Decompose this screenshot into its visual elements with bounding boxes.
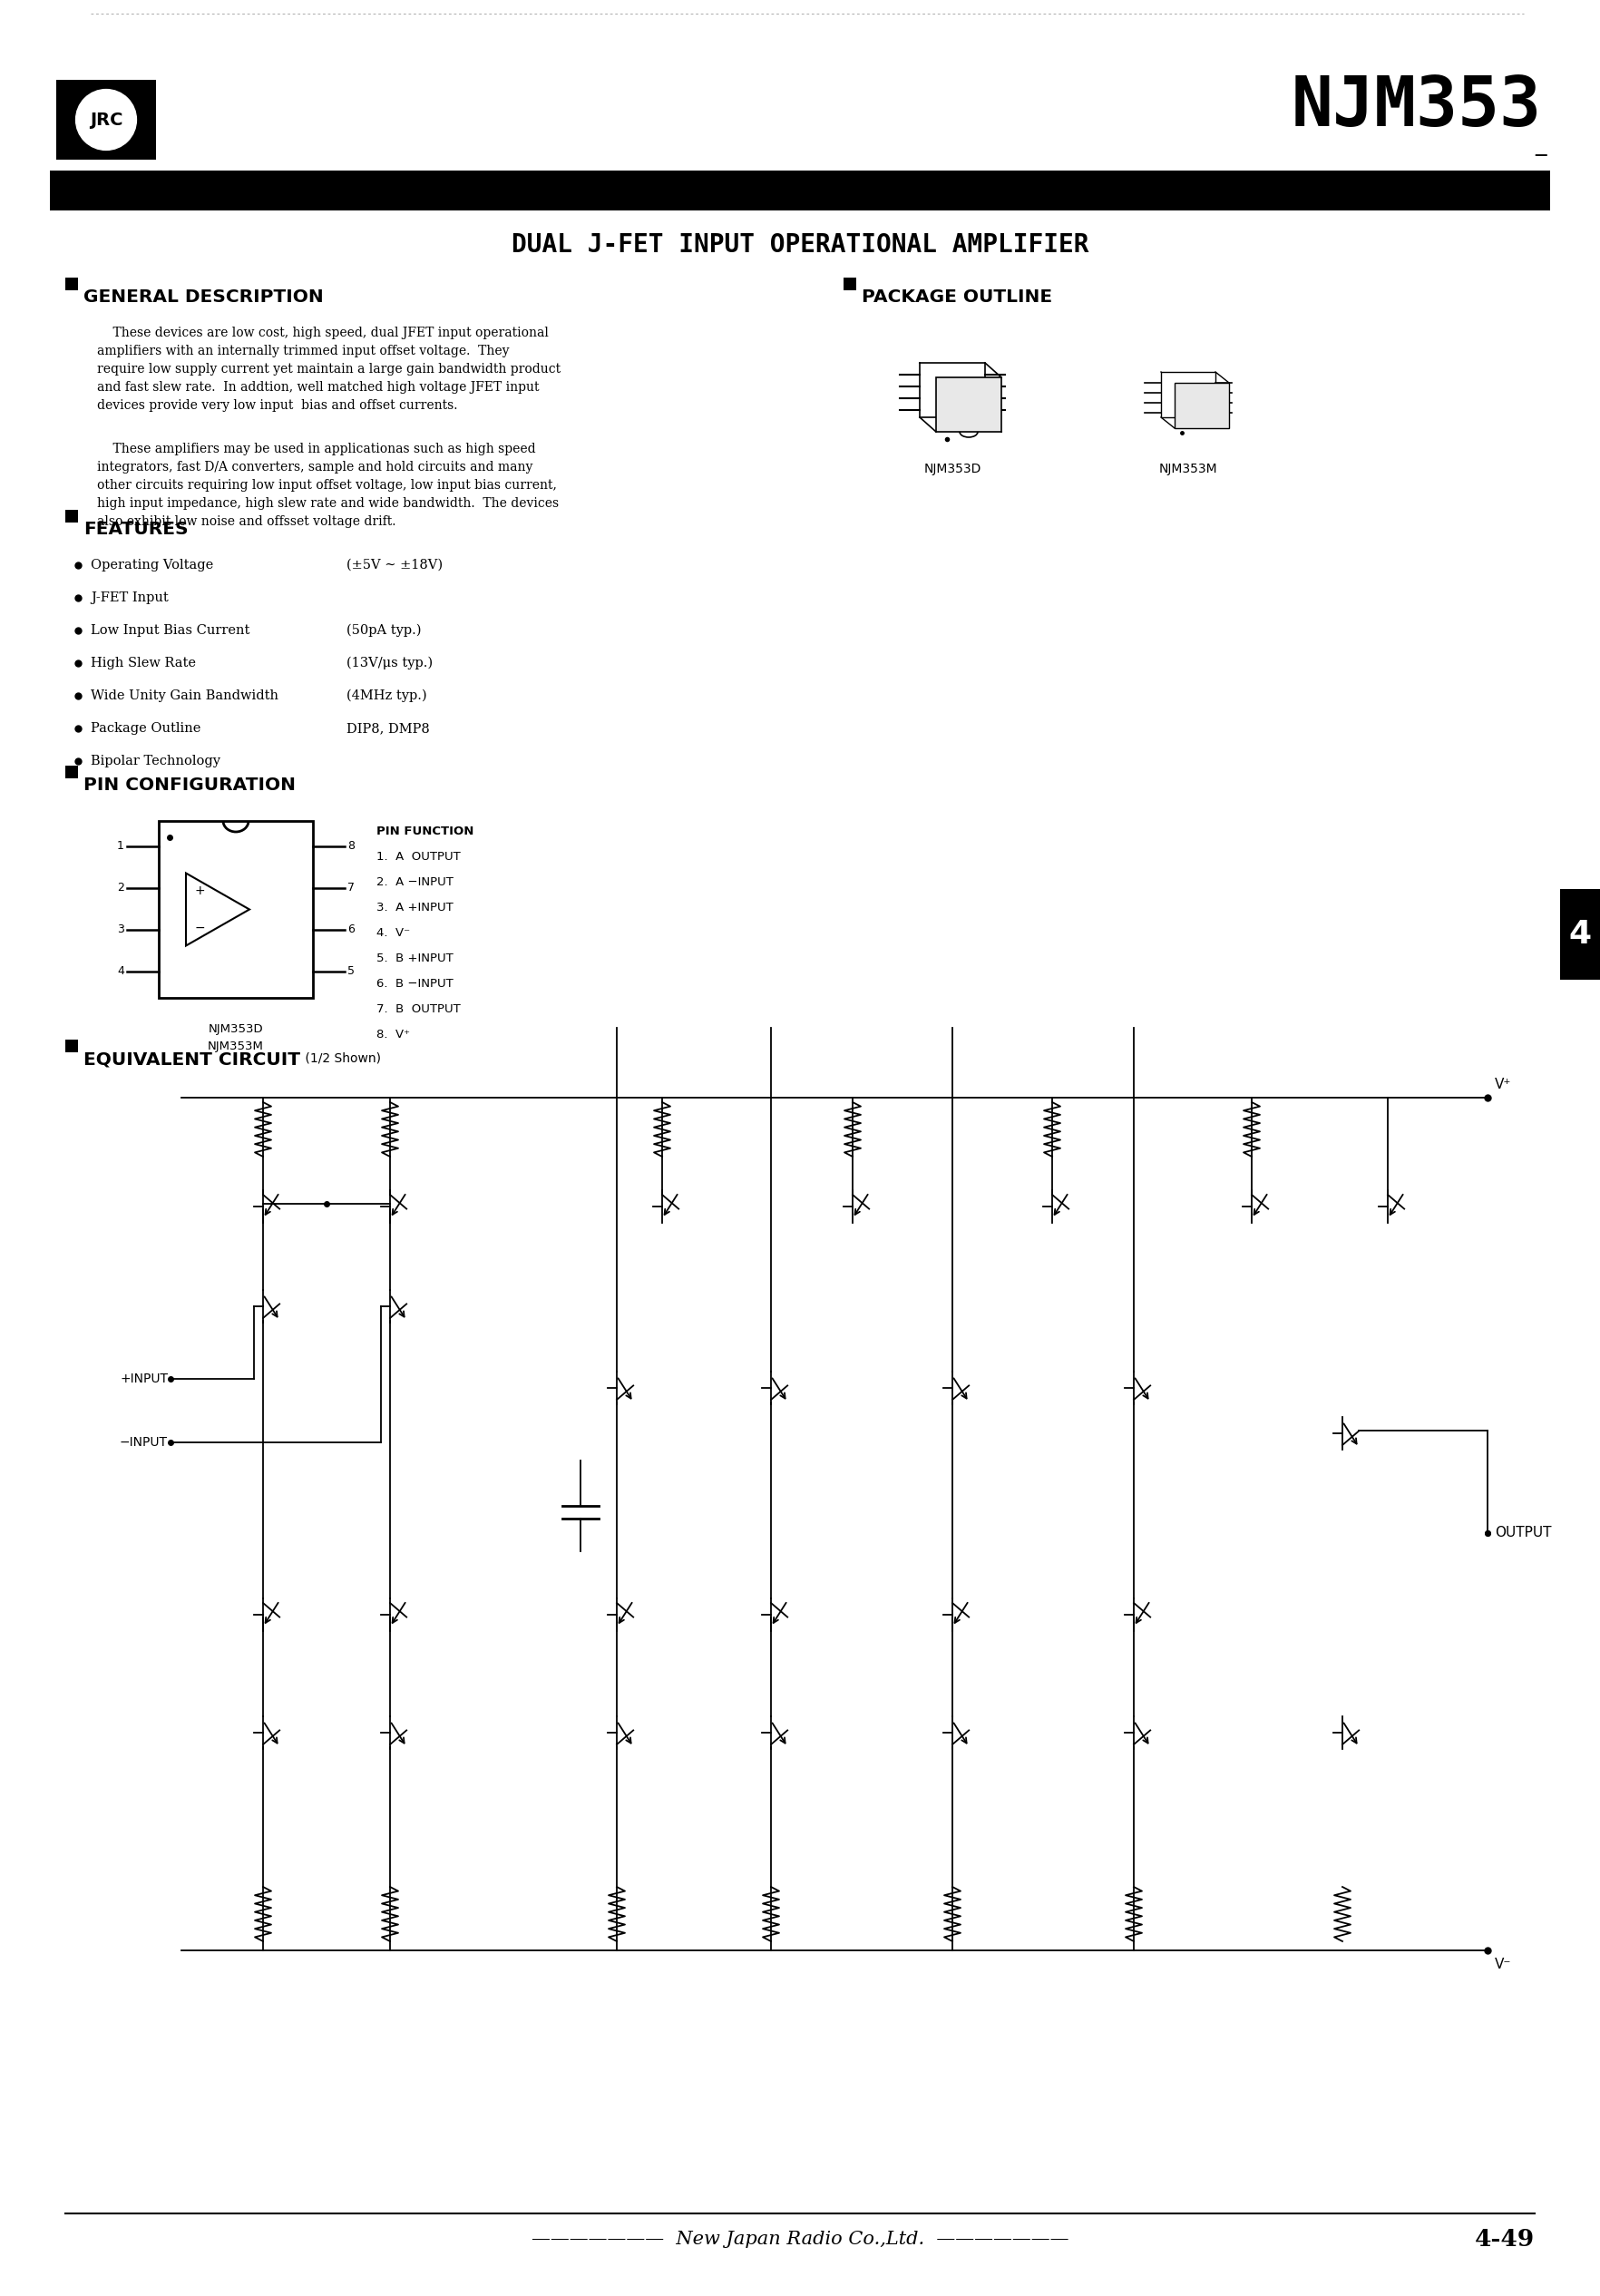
- Text: _: _: [1534, 133, 1547, 156]
- Polygon shape: [936, 377, 1002, 432]
- Polygon shape: [186, 872, 250, 946]
- Text: 1: 1: [117, 840, 125, 852]
- Text: High Slew Rate: High Slew Rate: [91, 657, 195, 670]
- Text: Package Outline: Package Outline: [91, 723, 200, 735]
- Text: +INPUT: +INPUT: [120, 1373, 168, 1384]
- Text: GENERAL DESCRIPTION: GENERAL DESCRIPTION: [83, 289, 323, 305]
- Text: V⁺: V⁺: [1494, 1077, 1512, 1091]
- Text: (1/2 Shown): (1/2 Shown): [301, 1052, 381, 1065]
- Text: ———————  New Japan Radio Co.,Ltd.  ———————: ——————— New Japan Radio Co.,Ltd. ———————: [531, 2229, 1069, 2248]
- Text: PACKAGE OUTLINE: PACKAGE OUTLINE: [862, 289, 1053, 305]
- Bar: [66, 510, 78, 523]
- Text: 3: 3: [117, 923, 125, 937]
- Text: 1.  A  OUTPUT: 1. A OUTPUT: [376, 852, 461, 863]
- Text: PIN CONFIGURATION: PIN CONFIGURATION: [83, 776, 296, 794]
- Text: −INPUT: −INPUT: [120, 1435, 168, 1449]
- Text: 4.  V⁻: 4. V⁻: [376, 928, 410, 939]
- Text: 2.  A −INPUT: 2. A −INPUT: [376, 877, 453, 889]
- Bar: [66, 765, 78, 778]
- Text: JRC: JRC: [90, 110, 123, 129]
- Text: NJM353D: NJM353D: [923, 464, 981, 475]
- Text: EQUIVALENT CIRCUIT: EQUIVALENT CIRCUIT: [83, 1052, 301, 1068]
- Bar: [158, 822, 314, 999]
- Text: These devices are low cost, high speed, dual JFET input operational
amplifiers w: These devices are low cost, high speed, …: [98, 326, 560, 411]
- Text: J-FET Input: J-FET Input: [91, 592, 168, 604]
- Text: (4MHz typ.): (4MHz typ.): [347, 689, 427, 703]
- Text: −: −: [194, 921, 205, 934]
- Bar: [66, 278, 78, 289]
- Text: Low Input Bias Current: Low Input Bias Current: [91, 625, 250, 636]
- Text: 5: 5: [347, 967, 355, 978]
- Text: 2: 2: [117, 882, 125, 893]
- Text: 3.  A +INPUT: 3. A +INPUT: [376, 902, 453, 914]
- Text: 8.  V⁺: 8. V⁺: [376, 1029, 410, 1040]
- Bar: [50, 170, 1550, 211]
- Text: OUTPUT: OUTPUT: [1494, 1527, 1552, 1541]
- Text: (13V/μs typ.): (13V/μs typ.): [347, 657, 432, 670]
- Text: (50pA typ.): (50pA typ.): [347, 625, 421, 638]
- Text: 6: 6: [347, 923, 355, 937]
- Text: Operating Voltage: Operating Voltage: [91, 558, 213, 572]
- Text: These amplifiers may be used in applicationas such as high speed
integrators, fa: These amplifiers may be used in applicat…: [98, 443, 558, 528]
- Text: 8: 8: [347, 840, 355, 852]
- Text: Wide Unity Gain Bandwidth: Wide Unity Gain Bandwidth: [91, 689, 278, 703]
- Text: DIP8, DMP8: DIP8, DMP8: [347, 723, 430, 735]
- Bar: [1560, 889, 1600, 980]
- Text: NJM353M: NJM353M: [1158, 464, 1218, 475]
- Bar: [843, 278, 856, 289]
- Text: 4: 4: [1568, 918, 1592, 951]
- Bar: [56, 80, 157, 161]
- Text: NJM353: NJM353: [1291, 73, 1542, 140]
- Text: 4-49: 4-49: [1475, 2227, 1534, 2250]
- Text: V⁻: V⁻: [1494, 1956, 1512, 1970]
- Bar: [66, 1040, 78, 1052]
- Polygon shape: [1162, 372, 1216, 418]
- Circle shape: [75, 90, 136, 149]
- Text: DUAL J-FET INPUT OPERATIONAL AMPLIFIER: DUAL J-FET INPUT OPERATIONAL AMPLIFIER: [512, 232, 1088, 257]
- Text: 4: 4: [117, 967, 125, 978]
- Text: 5.  B +INPUT: 5. B +INPUT: [376, 953, 453, 964]
- Text: (±5V ∼ ±18V): (±5V ∼ ±18V): [347, 558, 443, 572]
- Text: 7: 7: [347, 882, 355, 893]
- Text: Bipolar Technology: Bipolar Technology: [91, 755, 221, 767]
- Text: 6.  B −INPUT: 6. B −INPUT: [376, 978, 453, 990]
- Polygon shape: [920, 363, 986, 418]
- Text: 7.  B  OUTPUT: 7. B OUTPUT: [376, 1003, 461, 1015]
- Polygon shape: [1174, 383, 1229, 427]
- Text: FEATURES: FEATURES: [83, 521, 189, 537]
- Text: +: +: [194, 884, 205, 898]
- Text: NJM353D
NJM353M: NJM353D NJM353M: [208, 1024, 264, 1052]
- Text: PIN FUNCTION: PIN FUNCTION: [376, 827, 474, 838]
